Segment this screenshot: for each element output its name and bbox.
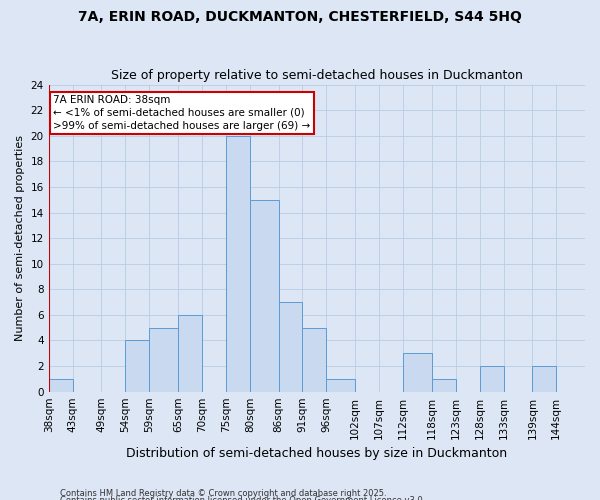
Bar	[326, 379, 355, 392]
Y-axis label: Number of semi-detached properties: Number of semi-detached properties	[15, 135, 25, 341]
Bar	[479, 366, 503, 392]
X-axis label: Distribution of semi-detached houses by size in Duckmanton: Distribution of semi-detached houses by …	[126, 447, 508, 460]
Bar	[226, 136, 250, 392]
Bar	[49, 379, 73, 392]
Bar	[149, 328, 178, 392]
Text: Contains public sector information licensed under the Open Government Licence v3: Contains public sector information licen…	[60, 496, 425, 500]
Bar	[250, 200, 278, 392]
Text: 7A, ERIN ROAD, DUCKMANTON, CHESTERFIELD, S44 5HQ: 7A, ERIN ROAD, DUCKMANTON, CHESTERFIELD,…	[78, 10, 522, 24]
Bar	[278, 302, 302, 392]
Text: Contains HM Land Registry data © Crown copyright and database right 2025.: Contains HM Land Registry data © Crown c…	[60, 488, 386, 498]
Title: Size of property relative to semi-detached houses in Duckmanton: Size of property relative to semi-detach…	[111, 69, 523, 82]
Bar	[178, 315, 202, 392]
Bar	[403, 354, 432, 392]
Bar	[432, 379, 456, 392]
Bar	[532, 366, 556, 392]
Bar	[125, 340, 149, 392]
Bar	[302, 328, 326, 392]
Text: 7A ERIN ROAD: 38sqm
← <1% of semi-detached houses are smaller (0)
>99% of semi-d: 7A ERIN ROAD: 38sqm ← <1% of semi-detach…	[53, 95, 311, 131]
